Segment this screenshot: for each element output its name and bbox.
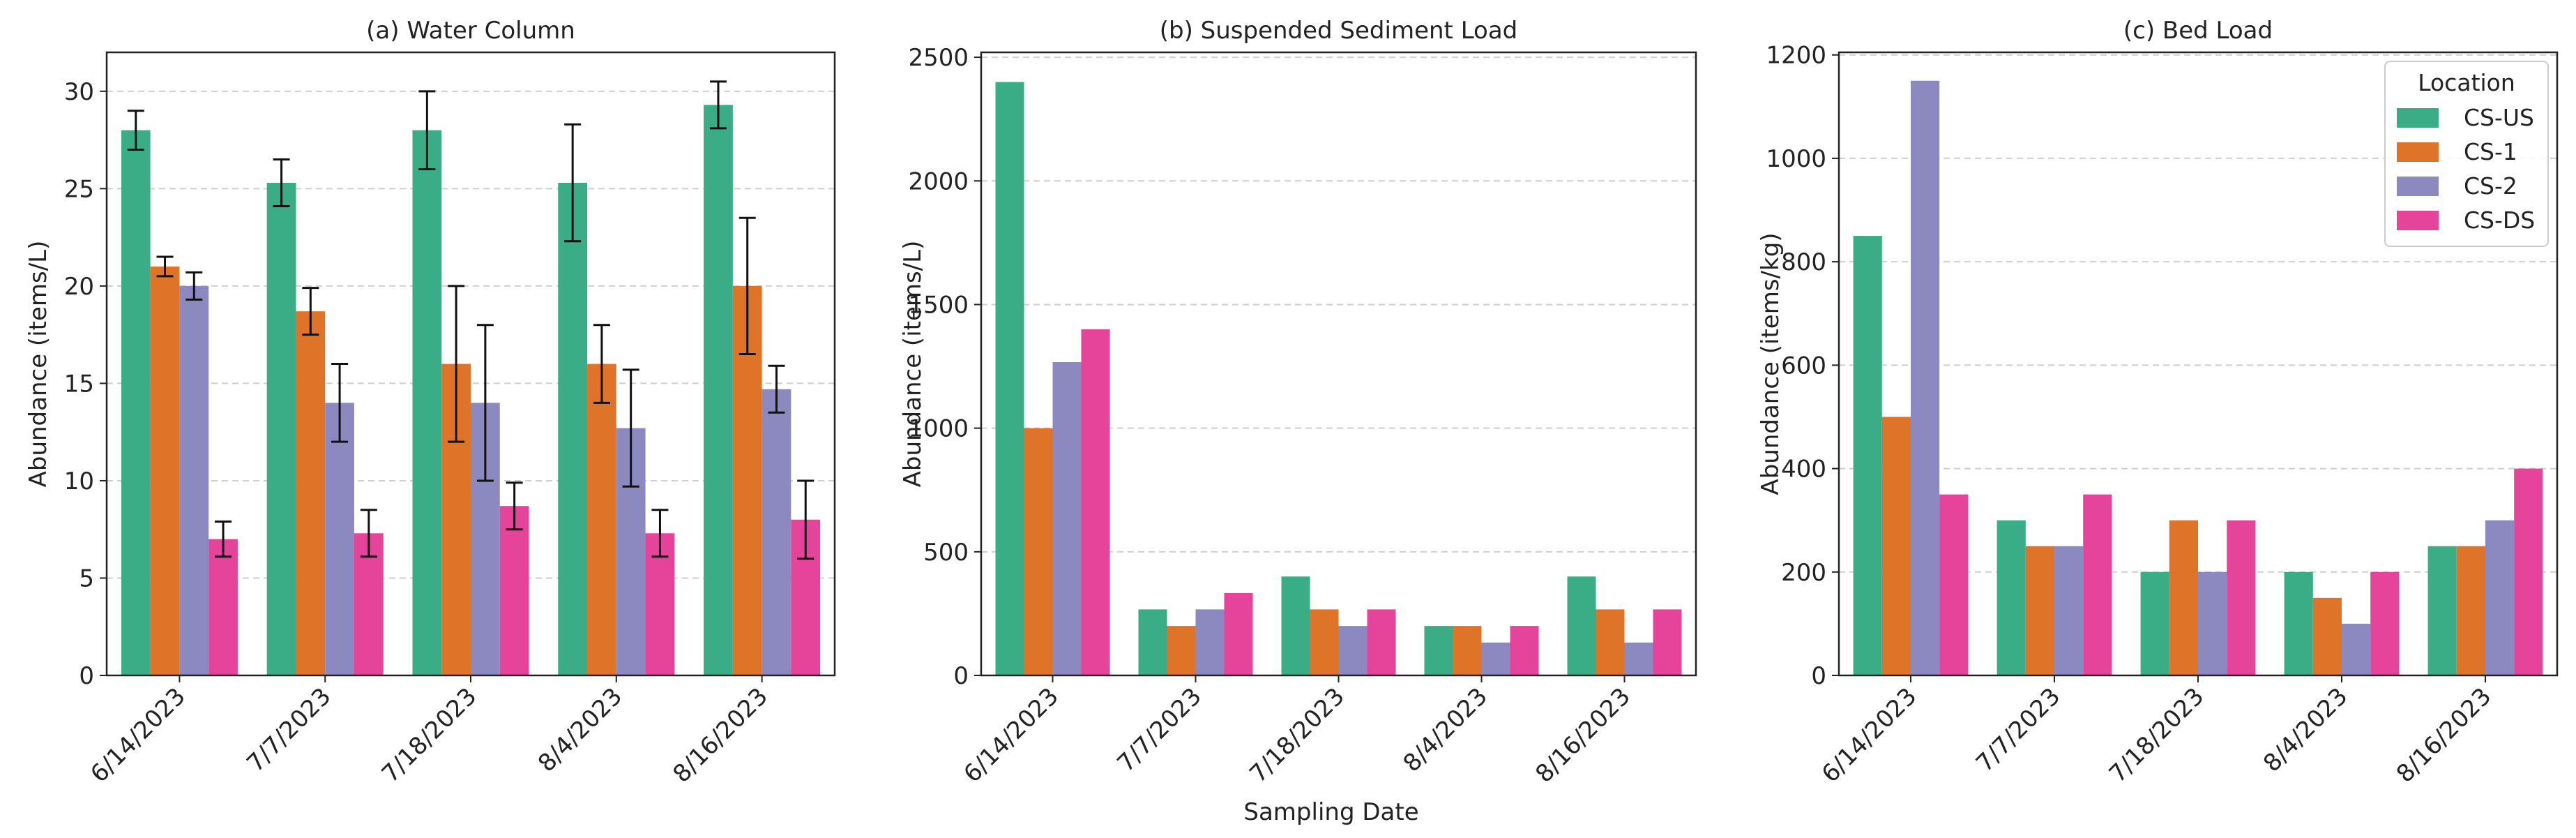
bar-cs-us-8-4-2023 <box>1424 626 1453 675</box>
bar-cs-1-8-16-2023 <box>1596 609 1625 675</box>
y-tick-label: 1000 <box>908 415 969 443</box>
bar-cs-us-7-18-2023 <box>412 130 442 675</box>
y-tick-label: 2500 <box>908 44 969 72</box>
shared-x-axis-label: Sampling Date <box>1243 798 1418 826</box>
bar-cs-1-6-14-2023 <box>1024 428 1053 675</box>
y-tick-label: 10 <box>64 467 94 495</box>
legend-title: Location <box>2418 69 2515 96</box>
bar-cs-2-8-4-2023 <box>2342 623 2371 675</box>
bar-cs-ds-7-18-2023 <box>2227 520 2256 675</box>
legend-label-cs-1: CS-1 <box>2464 138 2517 165</box>
bar-cs-2-7-7-2023 <box>1195 609 1225 675</box>
bar-cs-ds-6-14-2023 <box>1081 329 1110 675</box>
y-tick-label: 1200 <box>1766 42 1826 70</box>
bar-cs-2-8-16-2023 <box>2485 520 2515 675</box>
legend-label-cs-us: CS-US <box>2464 104 2534 131</box>
legend-swatch-cs-us <box>2397 108 2439 128</box>
bar-cs-ds-7-7-2023 <box>1224 592 1253 675</box>
bar-cs-1-7-7-2023 <box>2025 546 2054 675</box>
bar-cs-us-7-18-2023 <box>2140 571 2169 675</box>
y-tick-label: 1000 <box>1766 145 1826 173</box>
chart-title: (a) Water Column <box>366 17 575 45</box>
bar-cs-2-7-7-2023 <box>325 403 354 675</box>
legend-label-cs-ds: CS-DS <box>2464 207 2535 234</box>
bar-cs-1-8-4-2023 <box>2312 597 2342 675</box>
y-tick-label: 15 <box>64 370 94 398</box>
bar-cs-ds-8-4-2023 <box>1510 626 1539 675</box>
bar-cs-2-7-18-2023 <box>1338 626 1367 675</box>
bar-cs-ds-6-14-2023 <box>1939 494 1969 675</box>
bar-cs-ds-7-7-2023 <box>2083 494 2112 675</box>
chart-title: (b) Suspended Sediment Load <box>1160 17 1518 45</box>
bar-cs-ds-8-4-2023 <box>2370 571 2400 675</box>
bar-cs-1-8-4-2023 <box>1453 626 1482 675</box>
bar-cs-us-6-14-2023 <box>121 130 151 675</box>
bar-cs-us-7-18-2023 <box>1281 576 1310 675</box>
bar-cs-ds-6-14-2023 <box>209 539 238 675</box>
legend-label-cs-2: CS-2 <box>2464 172 2517 200</box>
y-tick-label: 30 <box>64 78 94 106</box>
bar-cs-1-7-18-2023 <box>2169 520 2198 675</box>
bar-cs-2-7-18-2023 <box>2198 571 2227 675</box>
bar-cs-ds-8-16-2023 <box>2514 468 2543 675</box>
bar-cs-us-8-16-2023 <box>2427 546 2457 675</box>
legend-entries: CS-US CS-1 CS-2 CS-DS <box>2397 104 2535 234</box>
bar-cs-2-6-14-2023 <box>1911 80 1940 675</box>
y-tick-label: 0 <box>79 662 94 690</box>
bar-cs-us-7-7-2023 <box>1997 520 2026 675</box>
y-tick-label: 500 <box>923 539 969 567</box>
legend-swatch-cs-2 <box>2397 177 2439 196</box>
y-axis-label: Abundance (items/L) <box>899 241 927 488</box>
bar-cs-2-8-16-2023 <box>1624 642 1653 675</box>
bar-cs-ds-7-18-2023 <box>499 506 529 675</box>
bar-cs-2-6-14-2023 <box>1052 362 1082 675</box>
chart-title: (c) Bed Load <box>2123 17 2273 45</box>
bar-cs-1-8-16-2023 <box>2456 546 2485 675</box>
legend-swatch-cs-ds <box>2397 211 2439 230</box>
bar-cs-us-6-14-2023 <box>1853 236 1882 675</box>
bar-cs-2-6-14-2023 <box>179 285 209 675</box>
bar-cs-1-7-7-2023 <box>296 311 326 675</box>
bar-cs-us-6-14-2023 <box>995 82 1024 676</box>
bar-cs-1-6-14-2023 <box>150 266 180 675</box>
legend: Location CS-US CS-1 CS-2 CS-DS <box>2384 61 2549 247</box>
bar-cs-ds-8-16-2023 <box>1653 609 1682 675</box>
bar-cs-us-7-7-2023 <box>1138 609 1167 675</box>
legend-swatch-cs-1 <box>2397 142 2439 162</box>
bar-cs-ds-7-18-2023 <box>1367 609 1396 675</box>
y-tick-label: 600 <box>1781 352 1826 380</box>
y-tick-label: 1500 <box>908 291 969 319</box>
y-tick-label: 0 <box>953 662 969 690</box>
bar-cs-1-6-14-2023 <box>1881 417 1911 675</box>
y-tick-label: 5 <box>79 564 94 592</box>
y-tick-label: 2000 <box>908 167 969 195</box>
y-tick-label: 400 <box>1781 456 1826 484</box>
y-tick-label: 25 <box>64 175 94 203</box>
y-axis-label: Abundance (items/kg) <box>1757 232 1785 495</box>
bar-cs-us-8-16-2023 <box>1567 576 1596 675</box>
y-tick-label: 200 <box>1781 559 1826 587</box>
y-tick-label: 20 <box>64 273 94 301</box>
legend-box <box>2384 61 2549 247</box>
bar-cs-1-8-4-2023 <box>587 364 616 675</box>
bar-cs-us-8-4-2023 <box>2284 571 2313 675</box>
bar-cs-us-7-7-2023 <box>266 182 296 675</box>
bar-cs-2-8-4-2023 <box>1481 642 1510 675</box>
bar-cs-1-7-18-2023 <box>1310 609 1339 675</box>
bar-cs-2-8-16-2023 <box>762 389 791 675</box>
y-tick-label: 0 <box>1811 662 1826 690</box>
y-axis-label: Abundance (items/L) <box>24 241 52 488</box>
bar-cs-2-7-7-2023 <box>2054 546 2084 675</box>
y-tick-label: 800 <box>1781 248 1826 276</box>
bar-cs-us-8-4-2023 <box>558 182 588 675</box>
bar-cs-us-8-16-2023 <box>704 105 733 676</box>
bar-cs-1-7-7-2023 <box>1167 626 1196 675</box>
